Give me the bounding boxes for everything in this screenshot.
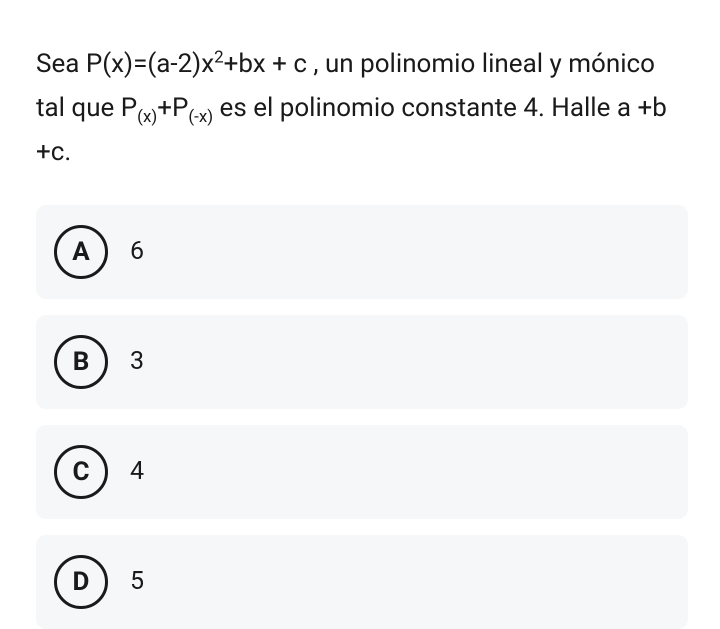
- option-text: 6: [130, 237, 144, 266]
- option-a[interactable]: A 6: [36, 205, 688, 299]
- option-letter: A: [54, 225, 108, 279]
- option-letter: C: [54, 445, 108, 499]
- option-text: 3: [130, 347, 144, 376]
- question-text: Sea P(x)=(a-2)x2+bx + c , un polinomio l…: [36, 42, 688, 175]
- option-letter: D: [54, 555, 108, 609]
- option-text: 5: [130, 567, 144, 596]
- option-b[interactable]: B 3: [36, 315, 688, 409]
- option-text: 4: [130, 457, 144, 486]
- option-d[interactable]: D 5: [36, 535, 688, 629]
- option-letter: B: [54, 335, 108, 389]
- option-c[interactable]: C 4: [36, 425, 688, 519]
- options-list: A 6 B 3 C 4 D 5: [36, 205, 688, 629]
